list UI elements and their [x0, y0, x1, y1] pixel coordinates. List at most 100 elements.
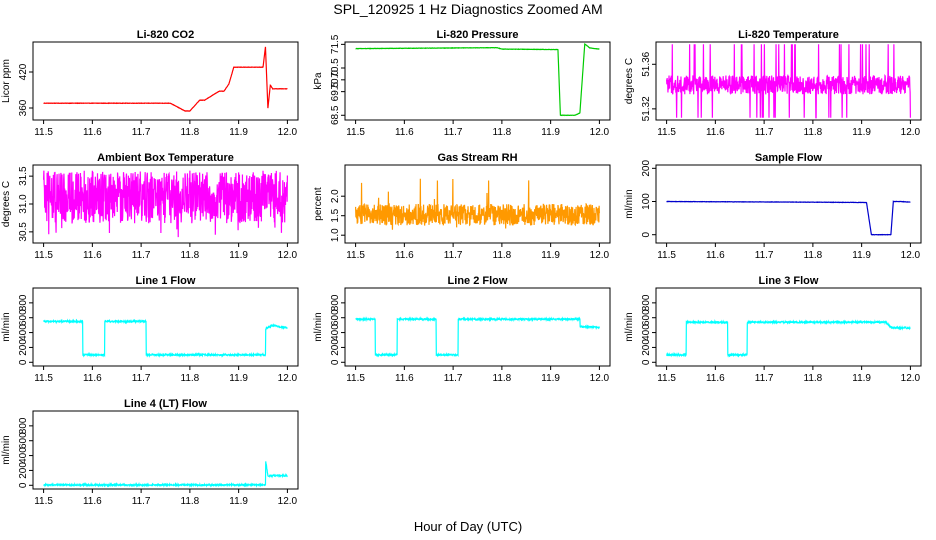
panel-5: Gas Stream RH 11.5 11.6 11.7 11.8 11.9 12.0 1.0…: [313, 152, 611, 261]
x-tick-label: 11.6: [395, 127, 414, 138]
x-tick-label: 11.8: [804, 373, 823, 384]
x-tick-label: 12.0: [901, 127, 921, 138]
panel-title: Line 4 (LT) Flow: [124, 398, 207, 410]
y-tick-label: 400: [330, 324, 341, 341]
x-tick-label: 11.8: [804, 250, 823, 261]
data-series-line: [355, 316, 600, 358]
x-tick-label: 11.5: [346, 373, 365, 384]
panel-title: Li-820 Pressure: [437, 29, 519, 41]
x-tick-label: 11.9: [229, 127, 248, 138]
y-tick-label: 69.5: [330, 81, 341, 101]
x-tick-label: 11.5: [34, 496, 53, 507]
y-tick-label: 31.5: [18, 166, 29, 186]
y-tick-label: 200: [641, 339, 652, 356]
y-tick-label: 51.32: [641, 96, 652, 121]
panel-1: Li-820 CO2 11.5 11.6 11.7 11.8 11.9 12.0 360 420…: [1, 29, 299, 138]
data-series-line: [43, 318, 288, 358]
panel-title: Gas Stream RH: [437, 152, 517, 164]
y-tick-label: 51.36: [641, 51, 652, 76]
data-series-line: [43, 46, 288, 112]
y-tick-label: 800: [330, 294, 341, 311]
x-tick-label: 11.7: [755, 373, 774, 384]
x-tick-label: 11.8: [493, 373, 512, 384]
panel-10: Line 4 (LT) Flow 11.5 11.6 11.7 11.8 11.9 12.0…: [1, 398, 299, 507]
x-tick-label: 11.7: [755, 127, 774, 138]
panel-title: Line 3 Flow: [759, 275, 819, 287]
y-tick-label: 0: [18, 359, 29, 365]
y-tick-label: 800: [641, 294, 652, 311]
x-axis-label: Hour of Day (UTC): [414, 519, 522, 534]
plot-frame: [655, 287, 922, 367]
plot-frame: [655, 41, 922, 121]
x-tick-label: 12.0: [278, 373, 298, 384]
x-tick-label: 11.9: [852, 250, 871, 261]
y-tick-label: 0: [330, 359, 341, 365]
x-tick-label: 12.0: [901, 373, 921, 384]
x-tick-label: 11.5: [34, 250, 53, 261]
x-tick-label: 11.6: [83, 496, 102, 507]
plot-frame: [344, 41, 611, 121]
x-tick-label: 11.9: [229, 250, 248, 261]
x-tick-label: 11.9: [229, 496, 248, 507]
y-tick-label: 0: [641, 231, 652, 237]
panel-title: Line 2 Flow: [448, 275, 508, 287]
x-tick-label: 11.7: [755, 250, 774, 261]
x-tick-label: 11.6: [83, 373, 102, 384]
x-tick-label: 12.0: [278, 496, 298, 507]
y-tick-label: 800: [18, 294, 29, 311]
x-tick-label: 12.0: [901, 250, 921, 261]
y-tick-label: 800: [18, 417, 29, 434]
y-tick-label: 200: [18, 462, 29, 479]
y-axis-label: kPa: [313, 72, 324, 90]
x-tick-label: 11.8: [181, 496, 200, 507]
x-tick-label: 11.5: [657, 127, 676, 138]
panel-4: Ambient Box Temperature 11.5 11.6 11.7 11.8 1…: [1, 152, 299, 261]
x-tick-label: 11.9: [541, 373, 560, 384]
y-tick-label: 400: [18, 324, 29, 341]
x-tick-label: 12.0: [590, 373, 610, 384]
x-tick-label: 11.6: [395, 373, 414, 384]
panel-title: Line 1 Flow: [136, 275, 196, 287]
y-axis-label: ml/min: [1, 312, 12, 341]
y-tick-label: 71.5: [330, 34, 341, 54]
plot-frame: [32, 410, 299, 490]
y-tick-label: 0: [641, 359, 652, 365]
y-tick-label: 31.0: [18, 194, 29, 214]
x-tick-label: 11.7: [132, 127, 151, 138]
x-tick-label: 11.7: [444, 250, 463, 261]
x-tick-label: 11.5: [34, 373, 53, 384]
panel-8: Line 2 Flow 11.5 11.6 11.7 11.8 11.9 12.0 0 2004…: [313, 275, 611, 384]
data-series-line: [355, 42, 600, 117]
y-tick-label: 68.5: [330, 105, 341, 125]
x-tick-label: 11.8: [493, 250, 512, 261]
x-tick-label: 11.7: [132, 250, 151, 261]
panel-6: Sample Flow 11.5 11.6 11.7 11.8 11.9 12.0 0 100 2…: [624, 152, 922, 261]
panels: Li-820 CO2 11.5 11.6 11.7 11.8 11.9 12.0 360 420…: [1, 29, 922, 507]
x-tick-label: 11.5: [657, 373, 676, 384]
x-tick-label: 11.9: [541, 127, 560, 138]
data-series-line: [43, 170, 288, 238]
y-tick-label: 600: [330, 309, 341, 326]
plot-frame: [344, 287, 611, 367]
x-tick-label: 11.9: [229, 373, 248, 384]
y-tick-label: 420: [18, 63, 29, 80]
x-tick-label: 11.8: [804, 127, 823, 138]
panel-title: Ambient Box Temperature: [97, 152, 234, 164]
x-tick-label: 11.6: [706, 373, 725, 384]
y-axis-label: degrees C: [1, 181, 12, 227]
x-tick-label: 11.6: [83, 127, 102, 138]
x-tick-label: 11.8: [181, 127, 200, 138]
data-series-line: [666, 319, 911, 358]
x-tick-label: 11.8: [181, 373, 200, 384]
x-tick-label: 11.5: [346, 250, 365, 261]
y-tick-label: 100: [641, 193, 652, 210]
x-tick-label: 12.0: [590, 127, 610, 138]
x-tick-label: 11.8: [181, 250, 200, 261]
y-tick-label: 1.5: [330, 208, 341, 222]
x-tick-label: 11.5: [346, 127, 365, 138]
y-tick-label: 600: [18, 309, 29, 326]
panel-title: Li-820 CO2: [137, 29, 194, 41]
y-axis-label: percent: [313, 187, 324, 221]
x-tick-label: 11.7: [132, 373, 151, 384]
